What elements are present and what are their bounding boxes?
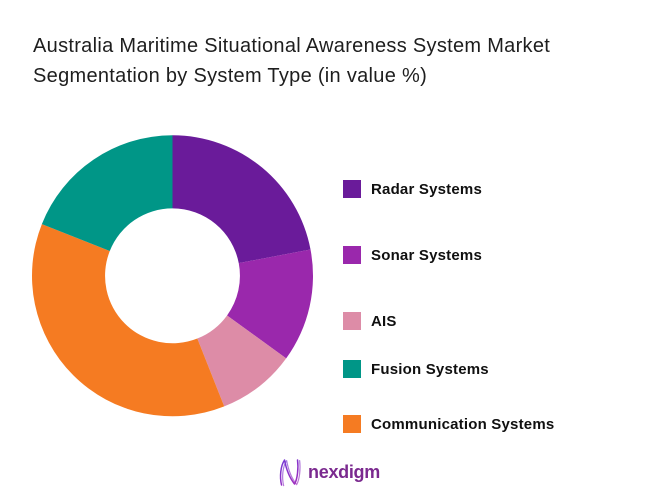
pie-segment-radar-systems (172, 135, 311, 264)
page-title-line1: Australia Maritime Situational Awareness… (33, 35, 551, 57)
legend-swatch-icon (343, 415, 361, 433)
page-title-line2: Segmentation by System Type (in value %) (33, 65, 428, 87)
page-title: Australia Maritime Situational Awareness… (33, 31, 653, 91)
legend-item-sonar-systems: Sonar Systems (343, 246, 482, 264)
legend-label: AIS (371, 312, 397, 330)
legend-item-radar-systems: Radar Systems (343, 180, 482, 198)
legend-swatch-icon (343, 360, 361, 378)
pie-segment-sonar-systems (227, 249, 313, 359)
chart-legend: Radar Systems Sonar Systems AIS Fusion S… (343, 0, 643, 495)
nexdigm-logo-mark-icon (279, 459, 301, 487)
legend-item-communication-systems: Communication Systems (343, 415, 554, 433)
legend-label: Fusion Systems (371, 360, 489, 378)
pie-segment-ais (197, 315, 287, 407)
donut-chart (32, 135, 313, 417)
legend-label: Communication Systems (371, 415, 555, 433)
donut-chart-container (22, 125, 323, 426)
pie-segment-fusion-systems (41, 135, 173, 251)
legend-label: Radar Systems (371, 180, 482, 198)
legend-swatch-icon (343, 246, 361, 264)
legend-label: Sonar Systems (371, 246, 482, 264)
legend-item-ais: AIS (343, 312, 397, 330)
brand-footer: nexdigm (277, 457, 380, 487)
legend-item-fusion-systems: Fusion Systems (343, 360, 489, 378)
pie-segment-communication-systems (32, 224, 225, 417)
legend-swatch-icon (343, 312, 361, 330)
legend-swatch-icon (343, 180, 361, 198)
brand-wordmark: nexdigm (308, 461, 380, 482)
